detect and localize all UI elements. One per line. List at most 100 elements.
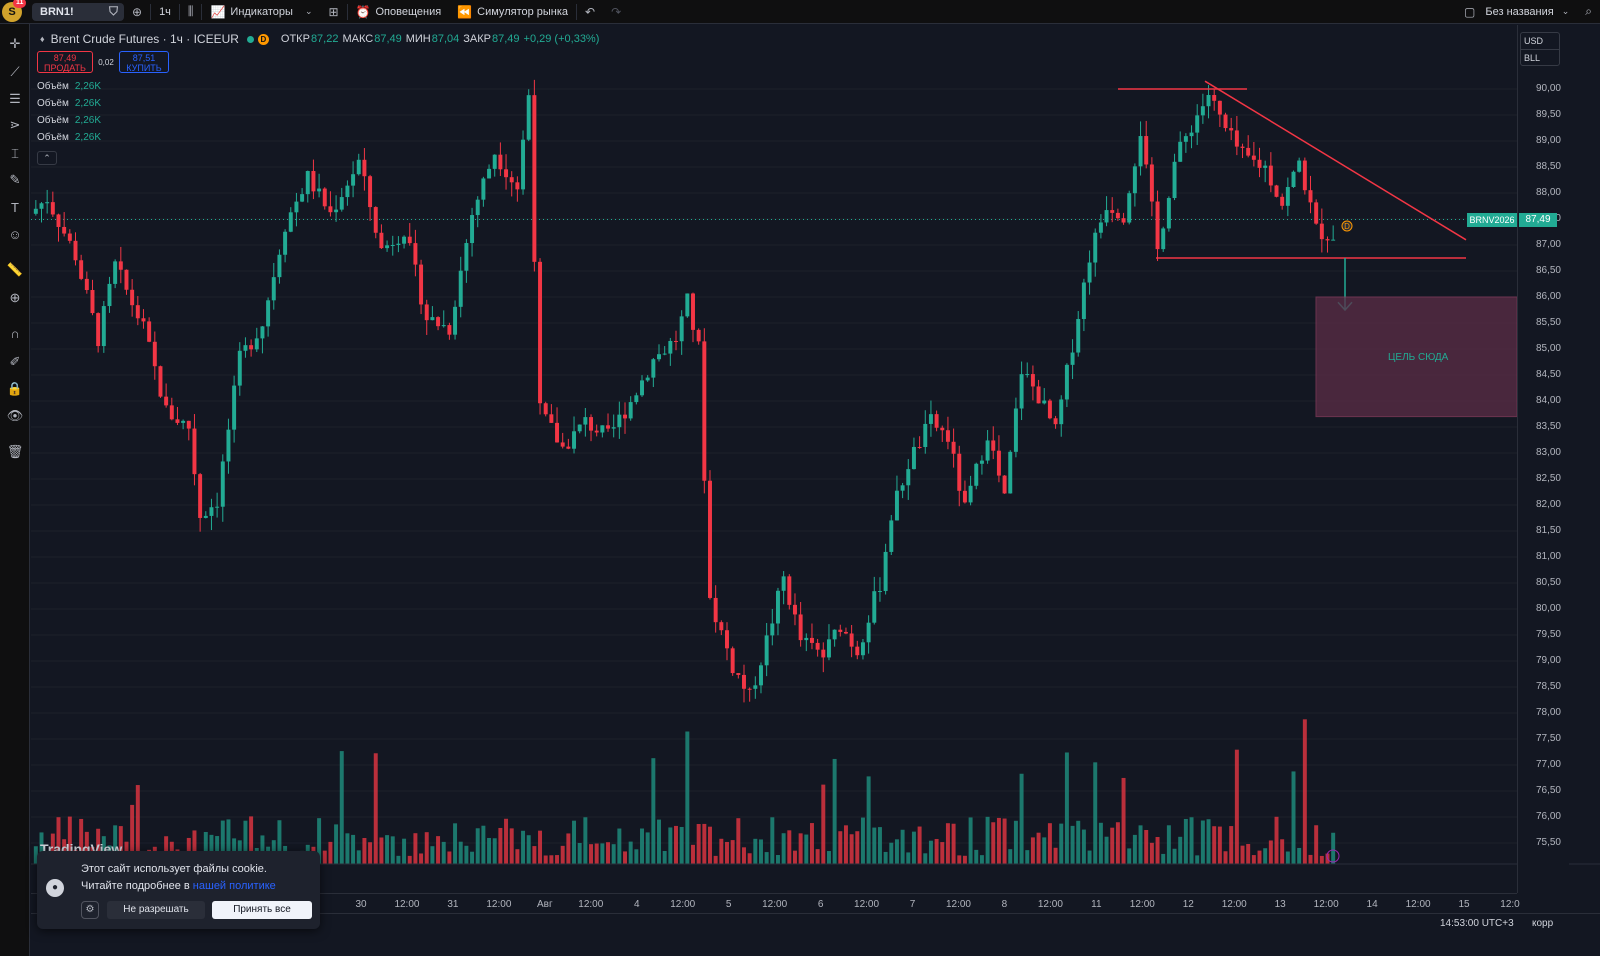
sell-button[interactable]: 87,49 ПРОДАТЬ xyxy=(37,51,93,73)
candle-body xyxy=(509,177,514,183)
candle-body xyxy=(577,424,582,432)
volume-bar xyxy=(1127,848,1132,864)
candle-body xyxy=(696,329,701,342)
trendline-icon[interactable]: ⟋ xyxy=(10,64,20,79)
ruler-icon[interactable]: 📏 xyxy=(6,262,24,277)
candle-body xyxy=(985,440,990,461)
volume-bar xyxy=(526,835,531,864)
crosshair-icon[interactable]: ✛ xyxy=(9,36,21,51)
target-zone xyxy=(1315,296,1518,418)
currency-selector[interactable]: USD BLL xyxy=(1520,32,1560,66)
volume-bar xyxy=(215,836,220,864)
candle-body xyxy=(356,159,361,175)
price-axis[interactable]: 90,0089,5089,0088,5088,0087,5087,0086,50… xyxy=(1517,25,1569,893)
text-icon[interactable]: T xyxy=(11,200,19,215)
volume-bar xyxy=(1115,822,1120,864)
replay-button[interactable]: ⏪ Симулятор рынка xyxy=(449,0,576,24)
indicators-button[interactable]: 📈 Индикаторы ⌄ xyxy=(202,0,320,24)
layout-icon: ▢ xyxy=(1464,4,1476,19)
candle-body xyxy=(413,243,418,265)
cookie-banner: ● Этот сайт использует файлы cookie. Чит… xyxy=(37,851,320,929)
candle-body xyxy=(566,446,571,449)
candle-body xyxy=(430,317,435,321)
candle-body xyxy=(957,453,962,491)
volume-legend[interactable]: Объём 2,26K xyxy=(37,81,101,92)
flag-icon[interactable]: ⛉ xyxy=(108,4,118,18)
currency-value[interactable]: USD xyxy=(1524,36,1544,46)
user-avatar[interactable]: S 11 xyxy=(2,0,27,22)
candle-body xyxy=(572,431,577,449)
candle-body xyxy=(872,591,877,623)
volume-bar xyxy=(464,845,469,864)
volume-bar xyxy=(1183,818,1188,864)
candle-body xyxy=(1217,100,1222,115)
volume-bar xyxy=(1008,849,1013,864)
volume-bar xyxy=(623,851,627,864)
cookie-settings-button[interactable]: ⚙ xyxy=(81,901,99,919)
layout-button[interactable]: ▢ Без названия ⌄ xyxy=(1456,0,1577,24)
symbol-search[interactable]: BRN1! ⛉ xyxy=(32,2,124,21)
volume-legend[interactable]: Объём 2,26K xyxy=(37,132,101,143)
magnet-icon[interactable]: ∩ xyxy=(10,326,20,341)
price-tick-label: 80,00 xyxy=(1535,603,1561,614)
candle-body xyxy=(266,300,271,327)
cookie-deny-button[interactable]: Не разрешать xyxy=(107,901,205,919)
fib-icon[interactable]: ☰ xyxy=(9,91,21,106)
candle-body xyxy=(96,313,101,347)
clock[interactable]: 14:53:00 UTC+3 xyxy=(1440,918,1514,929)
chart-type-button[interactable]: ⫼ xyxy=(180,0,202,24)
pattern-icon[interactable]: ⋗ xyxy=(9,117,21,132)
volume-bar xyxy=(928,840,933,864)
volume-bar xyxy=(1149,842,1154,864)
candle-body xyxy=(606,425,611,429)
emoji-icon[interactable]: ☺ xyxy=(8,227,22,242)
volume-legend[interactable]: Объём 2,26K xyxy=(37,115,101,126)
candle-body xyxy=(288,212,293,232)
candle-body xyxy=(996,450,1001,476)
lock-pen-icon[interactable]: ✐ xyxy=(9,354,21,369)
time-tick-label: 12:00 xyxy=(1129,899,1155,910)
candle-body xyxy=(475,199,480,216)
volume-bar xyxy=(1166,825,1171,864)
high-value: 87,49 xyxy=(374,33,402,45)
candle-body xyxy=(498,154,503,170)
volume-bar xyxy=(1308,854,1313,864)
volume-legend[interactable]: Объём 2,26K xyxy=(37,98,101,109)
brush-icon[interactable]: ✎ xyxy=(9,172,21,187)
undo-button[interactable]: ↶ xyxy=(577,0,603,24)
candle-body xyxy=(1331,239,1336,241)
volume-bar xyxy=(1229,826,1234,864)
buy-button[interactable]: 87,51 КУПИТЬ xyxy=(119,51,169,73)
zoom-icon[interactable]: ⊕ xyxy=(9,290,21,305)
candle-body xyxy=(56,214,61,227)
candle-body xyxy=(583,417,588,425)
candle-body xyxy=(662,353,667,355)
lock-icon[interactable]: 🔒 xyxy=(6,381,24,396)
search-button[interactable]: ⌕ xyxy=(1577,0,1600,24)
projection-icon[interactable]: ⌶ xyxy=(11,146,19,161)
candle-body xyxy=(753,685,758,689)
volume-bar xyxy=(770,817,775,864)
symbol-title[interactable]: Brent Crude Futures · 1ч · ICEEUR xyxy=(50,32,239,46)
cookie-policy-link[interactable]: нашей политике xyxy=(192,880,276,892)
cookie-accept-button[interactable]: Принять все xyxy=(212,901,312,919)
target-zone-label[interactable]: ЦЕЛЬ СЮДА xyxy=(1388,352,1449,363)
candle-body xyxy=(628,402,633,419)
trash-icon[interactable]: 🗑 xyxy=(6,444,24,459)
time-axis[interactable]: 30 12:00 31 12:00 Авг 12:00 4 12:00 5 12:00 6 12:00… xyxy=(31,893,1520,913)
candle-body xyxy=(487,168,492,179)
interval-button[interactable]: 1ч xyxy=(159,5,171,18)
compare-button[interactable]: ⊕ xyxy=(124,0,150,24)
redo-button[interactable]: ↷ xyxy=(603,0,629,24)
templates-button[interactable]: ⊞ xyxy=(320,0,346,24)
candle-body xyxy=(945,430,950,442)
adjustment-toggle[interactable]: корр xyxy=(1532,918,1554,929)
volume-bar xyxy=(1059,823,1064,864)
collapse-legend-button[interactable]: ⌃ xyxy=(37,151,57,165)
alerts-button[interactable]: ⏰ Оповещения xyxy=(348,0,450,24)
eye-icon[interactable]: 👁 xyxy=(6,408,24,423)
unit-value[interactable]: BLL xyxy=(1521,49,1559,65)
candle-body xyxy=(1121,218,1126,223)
candle-body xyxy=(33,208,38,214)
